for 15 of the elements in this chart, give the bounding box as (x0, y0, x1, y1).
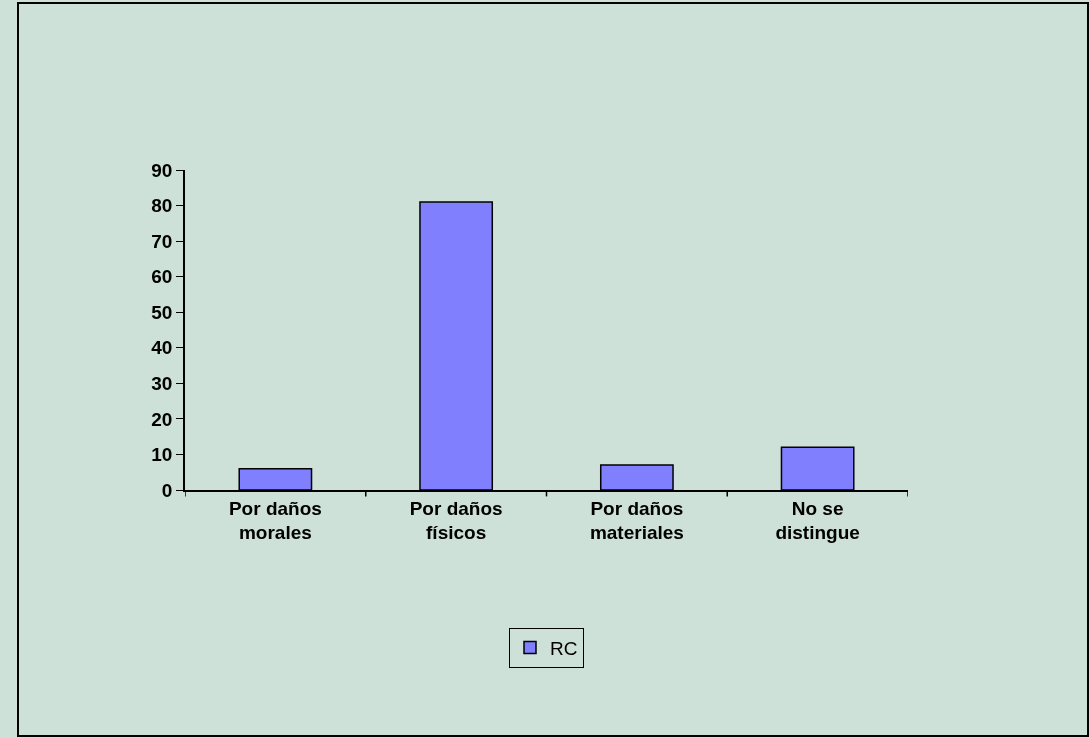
y-tick-label: 10 (151, 444, 173, 466)
y-tick-label: 0 (161, 479, 173, 501)
y-tick-label: 70 (151, 230, 173, 252)
y-tick-label: 80 (151, 195, 173, 217)
x-tick-label: No se distingue (775, 497, 860, 544)
x-tick-label: Por daños físicos (409, 497, 503, 544)
x-tick-label: Por daños morales (228, 497, 322, 544)
y-tick-label: 90 (151, 159, 173, 181)
x-tick-label: Por daños materiales (589, 497, 684, 544)
y-tick-label: 40 (151, 337, 173, 359)
y-tick-label: 50 (151, 301, 173, 323)
legend-label: RC (550, 637, 578, 659)
y-tick-label: 30 (151, 372, 173, 394)
y-tick-label: 20 (151, 408, 173, 430)
y-tick-label: 60 (151, 266, 173, 288)
